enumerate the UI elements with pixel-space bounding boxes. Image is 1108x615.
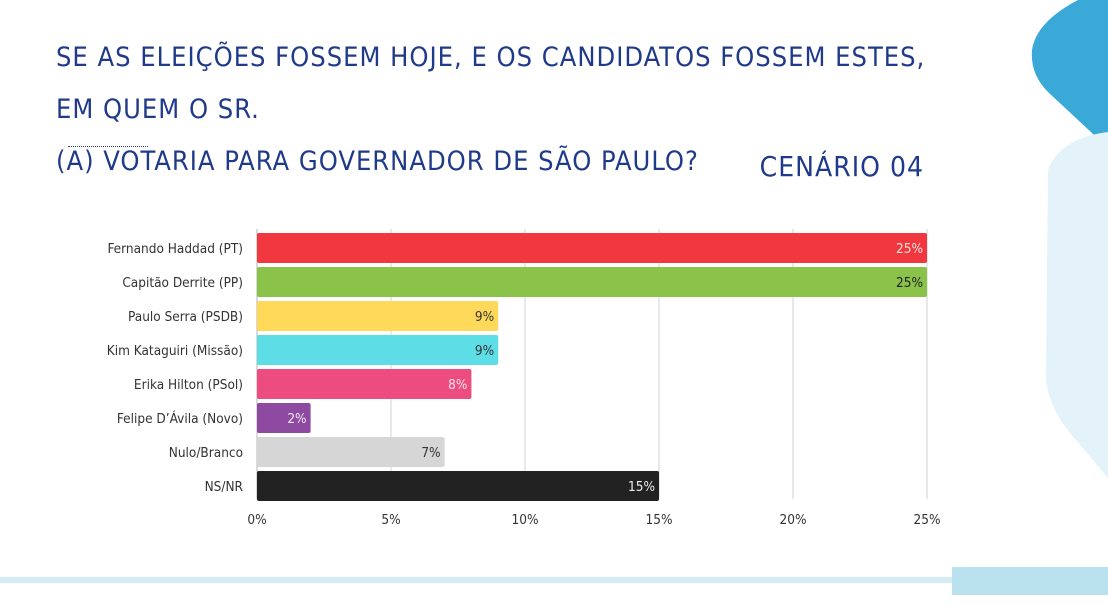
x-tick-label: 5% bbox=[381, 512, 400, 528]
bar bbox=[257, 301, 499, 331]
top-right-blue-shape bbox=[1031, 0, 1108, 148]
data-label: 25% bbox=[896, 275, 923, 291]
x-tick-label: 20% bbox=[780, 512, 807, 528]
category-label: Erika Hilton (PSol) bbox=[134, 377, 243, 393]
title-divider bbox=[68, 146, 148, 147]
bar bbox=[257, 233, 927, 263]
bar bbox=[257, 267, 927, 297]
x-tick-label: 10% bbox=[512, 512, 539, 528]
title-line-1: SE AS ELEIÇÕES FOSSEM HOJE, E OS CANDIDA… bbox=[56, 42, 926, 125]
bottom-right-block bbox=[952, 567, 1108, 595]
bottom-stripe bbox=[0, 577, 1044, 583]
category-label: Felipe D’Ávila (Novo) bbox=[117, 410, 243, 427]
chart-title: SE AS ELEIÇÕES FOSSEM HOJE, E OS CANDIDA… bbox=[56, 32, 936, 188]
bar bbox=[257, 471, 659, 501]
data-label: 9% bbox=[475, 309, 494, 325]
right-light-panel bbox=[1046, 132, 1108, 478]
x-tick-label: 25% bbox=[914, 512, 941, 528]
data-label: 9% bbox=[475, 343, 494, 359]
category-label: Nulo/Branco bbox=[169, 445, 243, 461]
data-label: 8% bbox=[448, 377, 467, 393]
bar bbox=[257, 369, 472, 399]
scenario-label: CENÁRIO 04 bbox=[759, 150, 924, 183]
category-label: Capitão Derrite (PP) bbox=[122, 275, 243, 291]
bar bbox=[257, 403, 311, 433]
bar bbox=[257, 437, 445, 467]
category-label: Fernando Haddad (PT) bbox=[107, 241, 243, 257]
x-tick-label: 0% bbox=[247, 512, 266, 528]
category-label: NS/NR bbox=[205, 479, 244, 495]
data-label: 7% bbox=[421, 445, 440, 461]
data-label: 25% bbox=[896, 241, 923, 257]
bar bbox=[257, 335, 499, 365]
category-label: Paulo Serra (PSDB) bbox=[128, 309, 243, 325]
category-label: Kim Kataguiri (Missão) bbox=[107, 343, 243, 359]
x-tick-label: 15% bbox=[646, 512, 673, 528]
data-label: 2% bbox=[287, 411, 306, 427]
title-line-2: (A) VOTARIA PARA GOVERNADOR DE SÃO PAULO… bbox=[56, 146, 699, 177]
data-label: 15% bbox=[628, 479, 655, 495]
